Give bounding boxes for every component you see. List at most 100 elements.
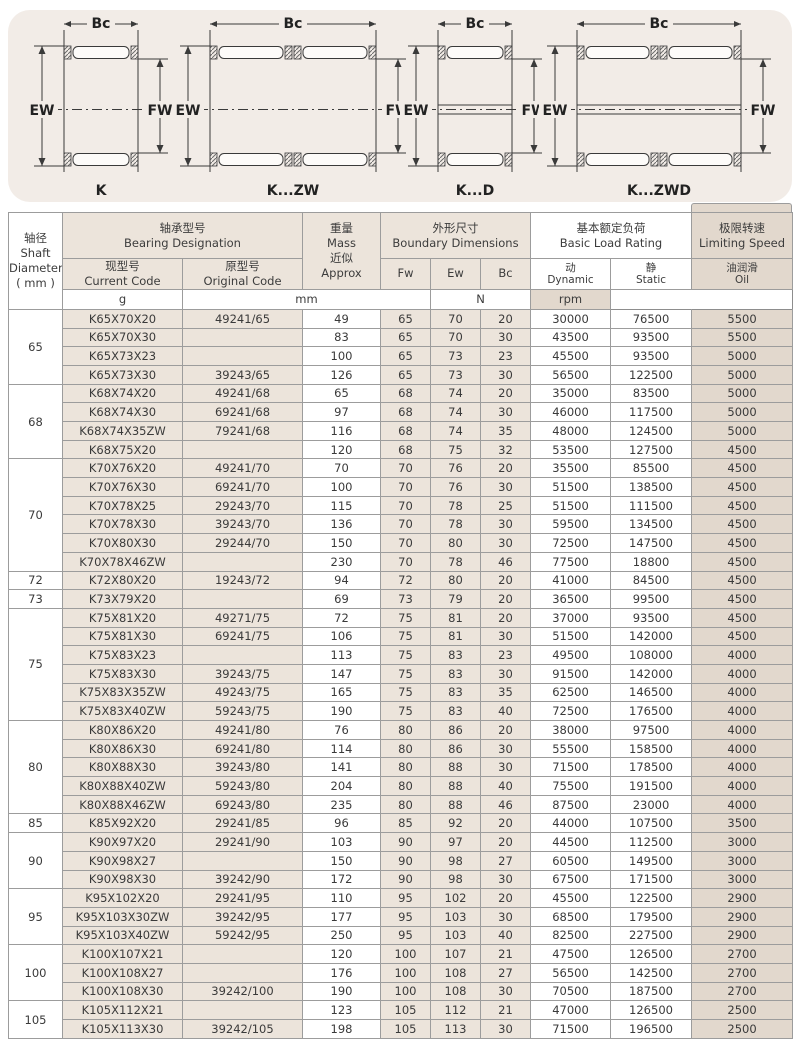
cell-fw: 80 xyxy=(380,720,431,740)
cell-oil-speed: 4500 xyxy=(691,514,794,535)
cell-mass: 120 xyxy=(302,439,381,460)
cell-fw: 70 xyxy=(380,495,431,516)
cell-original-code: 39243/80 xyxy=(182,757,303,778)
cell-static-load: 176500 xyxy=(609,701,693,721)
cell-fw: 70 xyxy=(380,533,431,553)
cell-oil-speed: 4500 xyxy=(691,607,794,628)
table-row: K68X75X20 120 68 75 32 53500 127500 4500 xyxy=(9,439,794,460)
cell-fw: 75 xyxy=(380,701,431,721)
cell-fw: 65 xyxy=(380,327,431,348)
cell-oil-speed: 5000 xyxy=(691,346,794,366)
cell-current-code: K65X70X30 xyxy=(62,327,183,348)
cell-bc: 30 xyxy=(480,906,531,927)
cell-fw: 80 xyxy=(380,794,431,815)
cell-dynamic-load: 70500 xyxy=(530,981,611,1002)
cell-oil-speed: 5000 xyxy=(691,421,794,441)
header-bearing-designation: 轴承型号 Bearing Designation xyxy=(62,212,303,259)
cell-fw: 80 xyxy=(380,776,431,796)
cell-ew: 78 xyxy=(430,514,481,535)
table-row: 105 K105X112X21 123 105 112 21 47000 126500 2500 xyxy=(8,1000,794,1039)
cell-bc: 20 xyxy=(480,607,531,628)
cell-oil-speed: 3500 xyxy=(691,813,794,834)
cell-original-code: 29241/85 xyxy=(182,813,303,834)
cell-mass: 103 xyxy=(302,832,381,852)
cell-fw: 80 xyxy=(380,757,431,778)
cell-bc: 30 xyxy=(480,626,531,647)
cell-fw: 68 xyxy=(380,421,431,441)
cell-original-code: 39242/100 xyxy=(182,981,303,1002)
table-row: K75X83X40ZW 59243/75 190 75 83 40 72500 176500 4… xyxy=(9,701,794,721)
cell-dynamic-load: 53500 xyxy=(530,439,611,460)
cell-static-load: 84500 xyxy=(609,570,693,591)
bc-dimension-label: Bc xyxy=(92,16,111,32)
cell-oil-speed: 2900 xyxy=(691,906,794,927)
cell-original-code: 59242/95 xyxy=(182,925,303,946)
table-row: K95X103X30ZW 39242/95 177 95 103 30 68500 17950… xyxy=(9,906,794,927)
table-row: K80X88X40ZW 59243/80 204 80 88 40 75500 191500 4… xyxy=(9,776,794,796)
variant-name-label: K...ZW xyxy=(267,183,319,199)
table-row: 65 K65X70X20 49241/65 49 65 70 20 30000 76500 550… xyxy=(8,308,794,385)
cell-mass: 176 xyxy=(302,962,381,983)
cell-bc: 23 xyxy=(480,645,531,665)
header-boundary-dimensions: 外形尺寸 Boundary Dimensions xyxy=(380,212,531,259)
ew-dimension-label: EW xyxy=(403,103,428,119)
cell-oil-speed: 4500 xyxy=(691,551,794,572)
cell-ew: 88 xyxy=(430,776,481,796)
cell-current-code: K80X88X46ZW xyxy=(62,794,183,815)
cell-mass: 150 xyxy=(302,850,381,871)
table-row: K65X73X23 100 65 73 23 45500 93500 5000 xyxy=(9,346,794,366)
cell-static-load: 126500 xyxy=(609,1000,693,1020)
cell-dynamic-load: 46000 xyxy=(530,402,611,422)
table-row: 72 K72X80X20 19243/72 94 72 80 20 41000 84500 450… xyxy=(8,570,794,591)
cell-oil-speed: 4500 xyxy=(691,589,794,609)
cell-bc: 20 xyxy=(480,888,531,908)
table-row: K80X88X30 39243/80 141 80 88 30 71500 178500 400… xyxy=(9,757,794,778)
table-row: K70X78X30 39243/70 136 70 78 30 59500 134500 450… xyxy=(9,514,794,535)
cell-static-load: 142000 xyxy=(609,663,693,684)
cell-current-code: K100X108X30 xyxy=(62,981,183,1002)
cell-shaft-diameter: 65 xyxy=(8,308,63,385)
cell-static-load: 158500 xyxy=(609,738,693,759)
cell-dynamic-load: 47000 xyxy=(530,1000,611,1020)
cell-bc: 23 xyxy=(480,346,531,366)
cell-current-code: K70X78X30 xyxy=(62,514,183,535)
cell-ew: 75 xyxy=(430,439,481,460)
table-body: 65 K65X70X20 49241/65 49 65 70 20 30000 76500 550… xyxy=(8,308,794,1039)
cell-oil-speed: 4500 xyxy=(691,495,794,516)
cell-original-code: 59243/80 xyxy=(182,776,303,796)
cell-current-code: K80X88X30 xyxy=(62,757,183,778)
cell-static-load: 99500 xyxy=(609,589,693,609)
cell-fw: 65 xyxy=(380,364,431,385)
cell-fw: 90 xyxy=(380,869,431,890)
cell-original-code: 49271/75 xyxy=(182,607,303,628)
cell-dynamic-load: 44000 xyxy=(530,813,611,834)
cell-shaft-diameter: 70 xyxy=(8,458,63,572)
cell-dynamic-load: 82500 xyxy=(530,925,611,946)
cell-static-load: 179500 xyxy=(609,906,693,927)
table-row: K80X86X30 69241/80 114 80 86 30 55500 158500 400… xyxy=(9,738,794,759)
table-row: K70X80X30 29244/70 150 70 80 30 72500 147500 450… xyxy=(9,533,794,553)
cell-ew: 92 xyxy=(430,813,481,834)
cell-bc: 30 xyxy=(480,738,531,759)
cell-static-load: 138500 xyxy=(609,477,693,497)
cell-fw: 65 xyxy=(380,308,431,329)
cell-oil-speed: 2500 xyxy=(691,1019,794,1039)
cell-dynamic-load: 41000 xyxy=(530,570,611,591)
cell-ew: 86 xyxy=(430,720,481,740)
cell-fw: 75 xyxy=(380,626,431,647)
header-bc: Bc xyxy=(480,258,531,290)
cell-ew: 98 xyxy=(430,850,481,871)
cell-mass: 190 xyxy=(302,701,381,721)
cell-bc: 30 xyxy=(480,327,531,348)
cell-oil-speed: 2700 xyxy=(691,962,794,983)
cell-bc: 30 xyxy=(480,477,531,497)
fw-dimension-label: FW xyxy=(147,103,172,119)
cell-fw: 70 xyxy=(380,551,431,572)
cell-mass: 65 xyxy=(302,383,381,404)
table-row: 68 K68X74X20 49241/68 65 68 74 20 35000 83500 500… xyxy=(8,383,794,460)
cell-mass: 136 xyxy=(302,514,381,535)
cell-original-code xyxy=(182,551,303,572)
cell-bc: 20 xyxy=(480,308,531,329)
